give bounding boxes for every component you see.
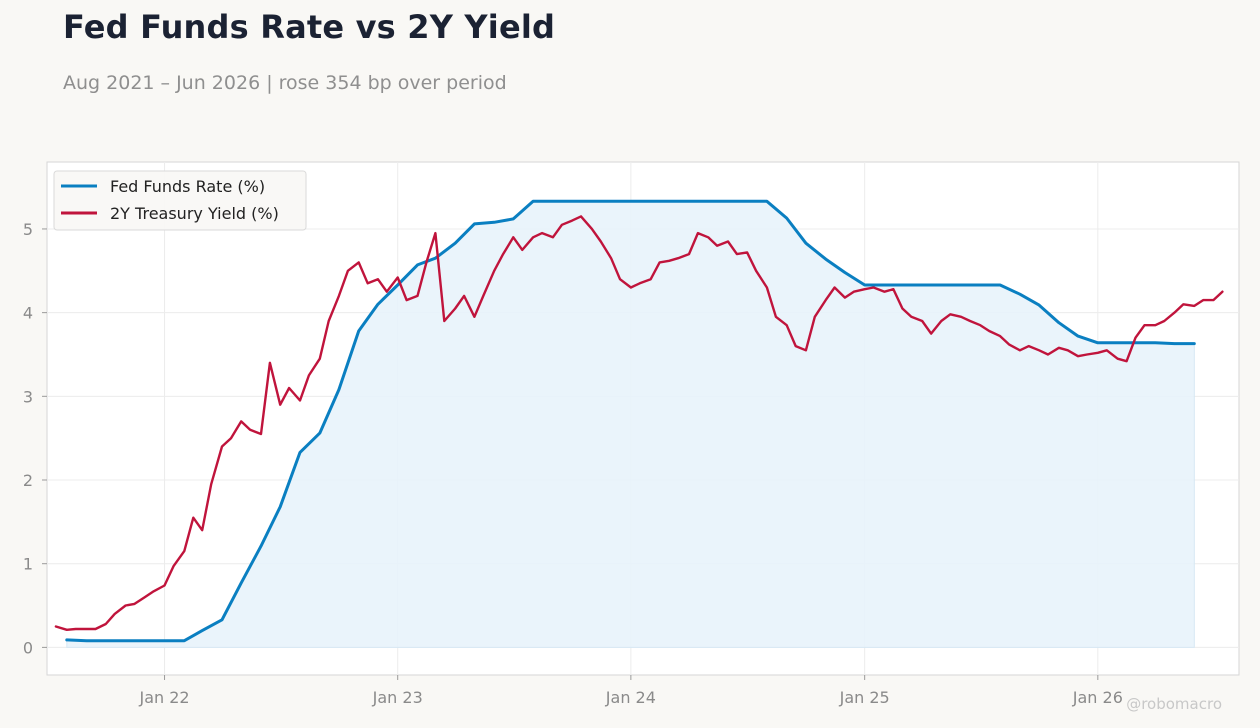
x-tick-label: Jan 22 — [138, 688, 189, 707]
chart-subtitle: Aug 2021 – Jun 2026 | rose 354 bp over p… — [63, 72, 507, 94]
y-tick-label: 5 — [23, 220, 33, 239]
x-tick-label: Jan 23 — [372, 688, 423, 707]
y-axis: 0 1 2 3 4 5 — [23, 220, 47, 657]
y-tick-label: 2 — [23, 471, 33, 490]
x-axis: Jan 22 Jan 23 Jan 24 Jan 25 Jan 26 — [138, 675, 1123, 707]
legend-label: Fed Funds Rate (%) — [110, 177, 265, 196]
x-tick-label: Jan 25 — [839, 688, 890, 707]
y-tick-label: 1 — [23, 555, 33, 574]
x-tick-label: Jan 26 — [1072, 688, 1123, 707]
series-lines — [54, 199, 1224, 643]
y-tick-label: 0 — [23, 638, 33, 657]
y-tick-label: 4 — [23, 304, 33, 323]
x-tick-label: Jan 24 — [605, 688, 656, 707]
legend: Fed Funds Rate (%) 2Y Treasury Yield (%) — [53, 170, 307, 231]
treasury-2y-line — [54, 215, 1224, 631]
fed-funds-line — [65, 199, 1196, 643]
y-tick-label: 3 — [23, 387, 33, 406]
chart-title: Fed Funds Rate vs 2Y Yield — [63, 8, 556, 46]
legend-box — [53, 170, 307, 231]
watermark: @robomacro — [1126, 695, 1222, 713]
legend-label: 2Y Treasury Yield (%) — [110, 204, 279, 223]
